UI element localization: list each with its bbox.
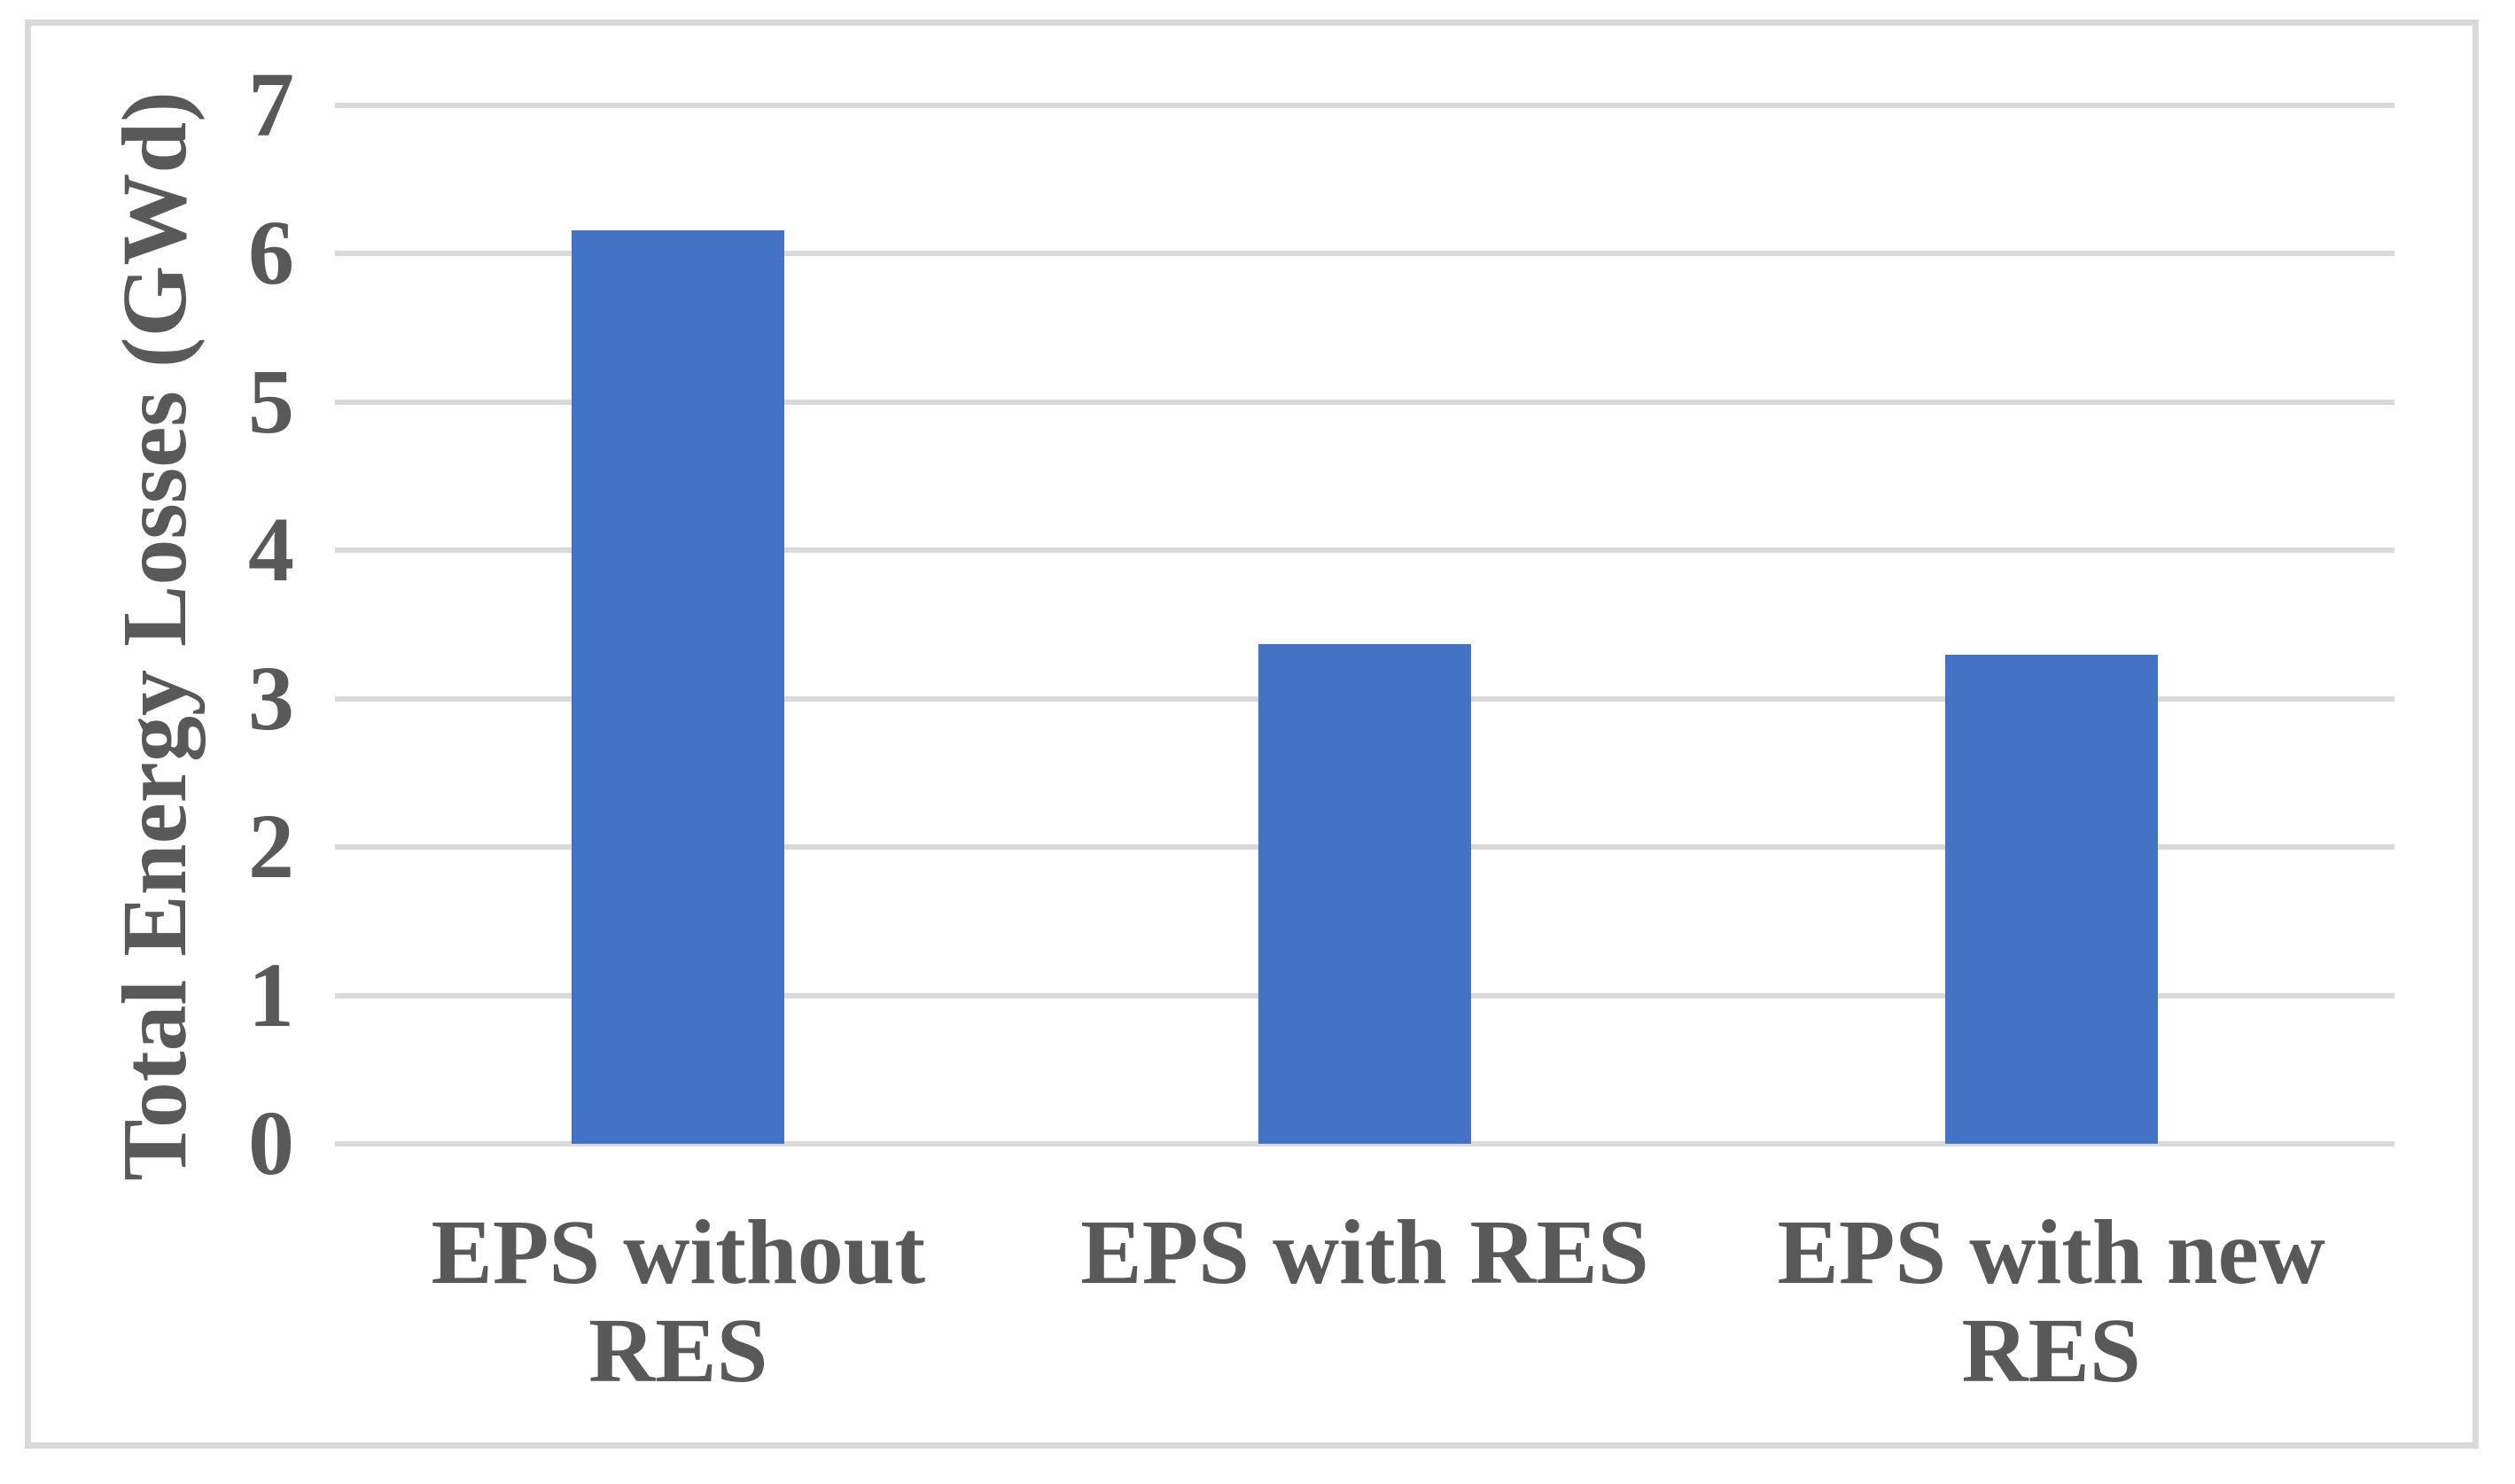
bar-eps-with-new-res — [1944, 654, 2158, 1144]
y-tick-label-1: 1 — [248, 944, 294, 1046]
bar-eps-with-res — [1258, 643, 1472, 1144]
gridline-4 — [335, 548, 2394, 554]
gridline-6 — [335, 251, 2394, 257]
gridline-0 — [335, 1141, 2394, 1146]
gridline-7 — [335, 103, 2394, 108]
x-label-eps-with-new-res: EPS with new RES — [1777, 1201, 2325, 1402]
x-label-eps-with-res: EPS with RES — [1080, 1201, 1649, 1303]
x-axis-labels: EPS without RES EPS with RES EPS with ne… — [335, 1203, 2394, 1401]
bar-eps-without-res — [572, 229, 785, 1144]
y-tick-label-7: 7 — [248, 54, 294, 156]
y-tick-label-5: 5 — [248, 350, 294, 453]
x-label-eps-without-res: EPS without RES — [431, 1201, 926, 1402]
gridline-5 — [335, 399, 2394, 405]
y-tick-label-6: 6 — [248, 202, 294, 305]
y-tick-label-2: 2 — [248, 796, 294, 898]
y-tick-label-4: 4 — [248, 499, 294, 602]
y-tick-label-0: 0 — [248, 1092, 294, 1194]
y-tick-label-3: 3 — [248, 647, 294, 750]
plot-area — [335, 103, 2394, 1146]
